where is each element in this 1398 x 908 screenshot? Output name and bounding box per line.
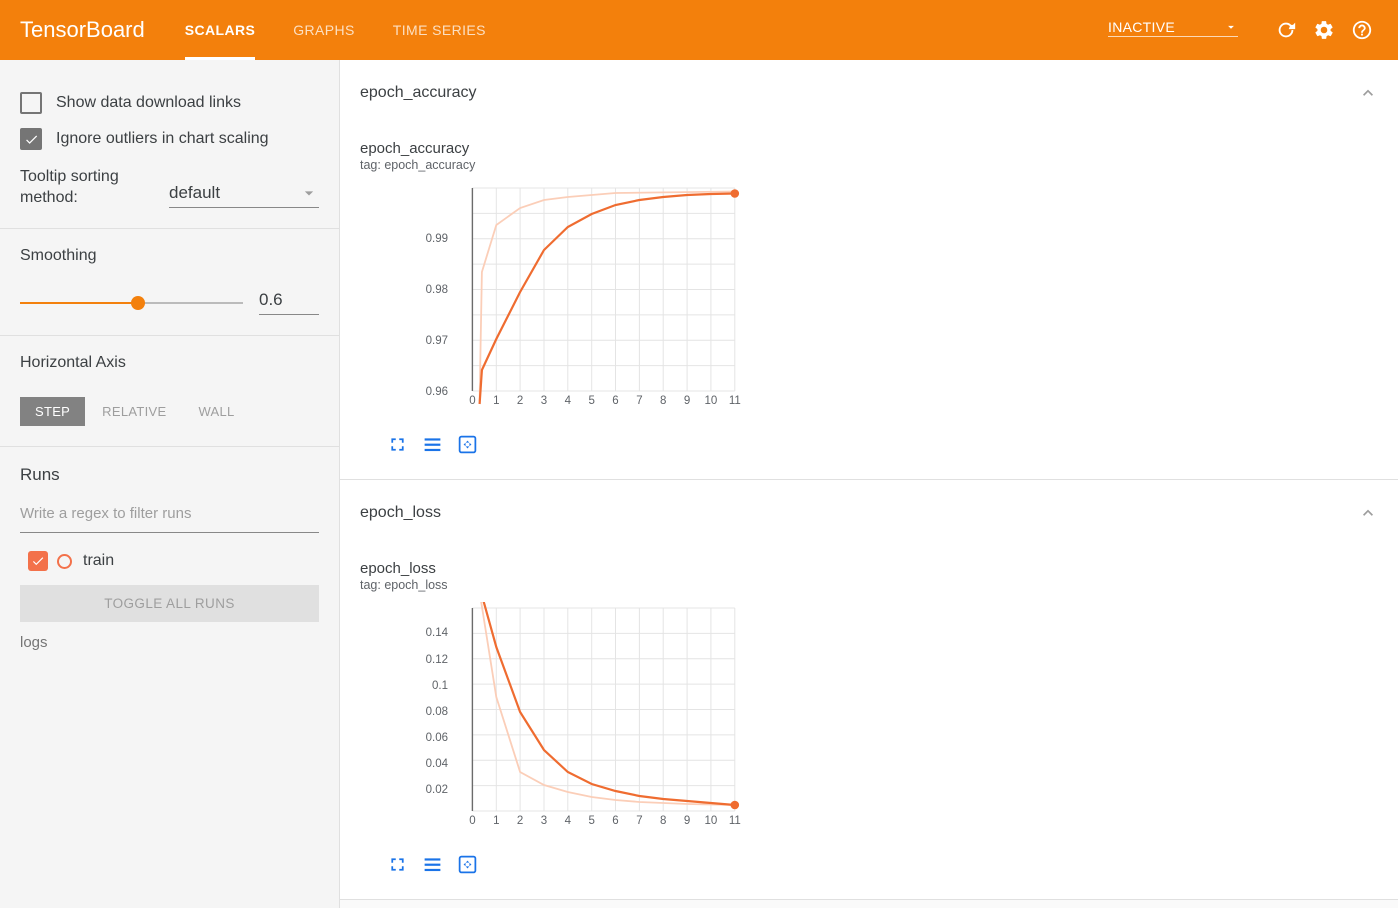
svg-text:0.04: 0.04 [426,758,449,770]
svg-text:7: 7 [636,815,642,827]
svg-text:6: 6 [612,395,618,407]
svg-text:5: 5 [588,815,594,827]
svg-text:11: 11 [729,395,741,407]
svg-text:0: 0 [469,815,475,827]
svg-text:0.06: 0.06 [426,732,448,744]
svg-text:2: 2 [517,395,523,407]
svg-text:4: 4 [565,395,572,407]
svg-text:4: 4 [565,815,572,827]
svg-text:3: 3 [541,815,547,827]
svg-text:1: 1 [493,815,499,827]
svg-text:0.14: 0.14 [426,627,449,639]
svg-text:0.96: 0.96 [426,386,448,398]
svg-text:0.99: 0.99 [426,233,448,245]
svg-text:0.97: 0.97 [426,335,448,347]
svg-text:8: 8 [660,395,666,407]
svg-text:3: 3 [541,395,547,407]
svg-text:9: 9 [684,395,690,407]
svg-text:7: 7 [636,395,642,407]
svg-text:0.02: 0.02 [426,784,448,796]
svg-text:5: 5 [588,395,594,407]
svg-text:9: 9 [684,815,690,827]
svg-text:0.98: 0.98 [426,284,448,296]
svg-text:0.1: 0.1 [432,680,448,692]
svg-text:0.12: 0.12 [426,654,448,666]
svg-text:0.08: 0.08 [426,706,448,718]
svg-text:8: 8 [660,815,666,827]
svg-text:2: 2 [517,815,523,827]
svg-text:10: 10 [705,395,718,407]
svg-text:1: 1 [493,395,499,407]
svg-text:0: 0 [469,395,475,407]
svg-text:6: 6 [612,815,618,827]
svg-text:11: 11 [729,815,741,827]
svg-text:10: 10 [705,815,718,827]
